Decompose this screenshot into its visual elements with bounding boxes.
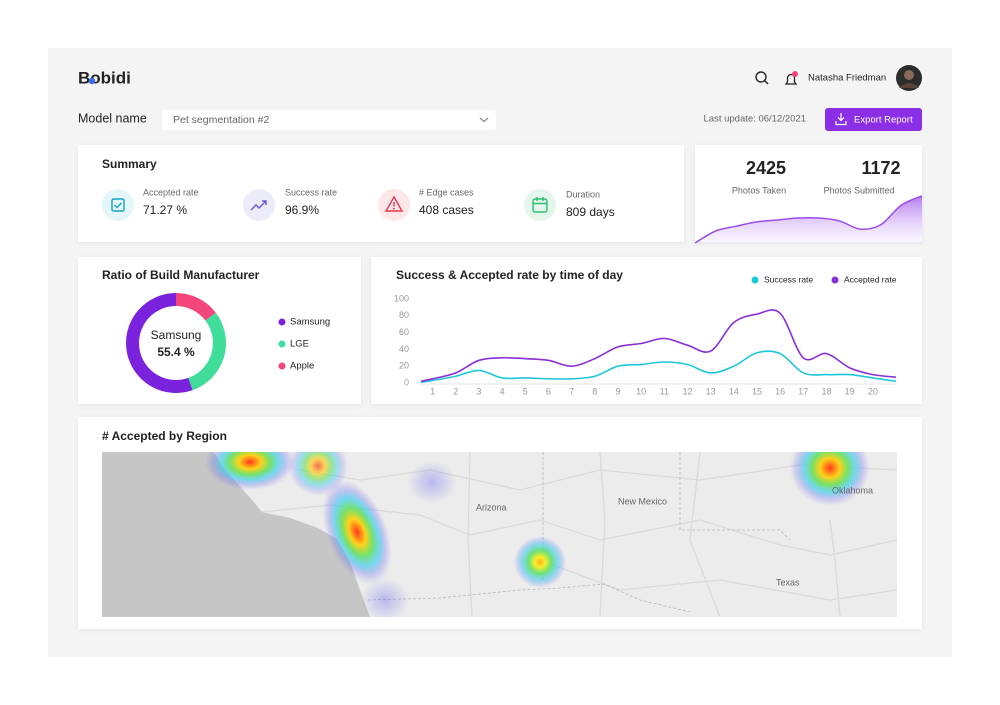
summary-label: # Edge cases bbox=[419, 187, 474, 197]
notification-icon[interactable] bbox=[784, 71, 798, 85]
summary-label: Accepted rate bbox=[143, 187, 199, 197]
duration-icon bbox=[524, 189, 556, 221]
export-button[interactable]: Export Report bbox=[825, 108, 922, 131]
summary-label: Duration bbox=[566, 189, 600, 199]
logo: Bobidi bbox=[78, 68, 131, 87]
x-tick-label: 5 bbox=[523, 386, 528, 396]
legend-label: Accepted rate bbox=[844, 274, 897, 284]
summary-card bbox=[78, 145, 684, 242]
heat-spot bbox=[322, 479, 392, 585]
x-tick-label: 13 bbox=[706, 386, 716, 396]
series-line bbox=[420, 350, 897, 383]
legend-swatch bbox=[831, 276, 839, 284]
heat-spot bbox=[205, 452, 295, 490]
x-tick-label: 7 bbox=[569, 386, 574, 396]
stat-value: 1172 bbox=[861, 158, 900, 178]
y-tick-label: 100 bbox=[394, 293, 409, 303]
model-value: Pet segmentation #2 bbox=[173, 114, 269, 126]
heat-spot bbox=[514, 536, 566, 588]
x-tick-label: 16 bbox=[775, 386, 785, 396]
legend-swatch bbox=[278, 340, 286, 348]
chart-title: Ratio of Build Manufacturer bbox=[102, 268, 260, 282]
summary-value: 96.9% bbox=[285, 203, 319, 217]
summary-value: 809 days bbox=[566, 205, 615, 219]
donut-segment bbox=[188, 312, 226, 391]
success-icon bbox=[243, 189, 275, 221]
x-tick-label: 6 bbox=[546, 386, 551, 396]
map-borders bbox=[367, 452, 791, 613]
model-dropdown[interactable]: Pet segmentation #2 bbox=[162, 110, 496, 130]
logo-dot bbox=[88, 77, 96, 85]
legend-swatch bbox=[278, 318, 286, 326]
legend-swatch bbox=[751, 276, 759, 284]
x-tick-label: 15 bbox=[752, 386, 762, 396]
stat-value: 2425 bbox=[746, 158, 786, 178]
stat-label: Photos Taken bbox=[732, 185, 786, 195]
map-ocean bbox=[102, 452, 370, 617]
trend-area bbox=[695, 195, 922, 243]
summary-title: Summary bbox=[102, 157, 157, 171]
legend-label: Apple bbox=[290, 361, 314, 372]
x-tick-label: 1 bbox=[430, 386, 435, 396]
model-label: Model name bbox=[78, 111, 147, 125]
x-tick-label: 8 bbox=[592, 386, 597, 396]
donut-segment bbox=[175, 293, 216, 321]
map-label: Oklahoma bbox=[832, 485, 873, 495]
x-tick-label: 3 bbox=[476, 386, 481, 396]
series-line bbox=[420, 309, 897, 383]
x-tick-label: 11 bbox=[660, 386, 669, 396]
legend-label: Success rate bbox=[764, 274, 813, 284]
chart-title: Success & Accepted rate by time of day bbox=[396, 268, 623, 282]
donut-chart: Samsung LGE Apple Samsung 55.4 % bbox=[126, 293, 330, 393]
summary-value: 408 cases bbox=[419, 203, 474, 217]
x-tick-label: 20 bbox=[868, 386, 878, 396]
map-label: Arizona bbox=[476, 502, 507, 512]
donut-center-label: Samsung bbox=[151, 328, 202, 342]
stat-label: Photos Submitted bbox=[823, 185, 894, 195]
x-tick-label: 19 bbox=[845, 386, 855, 396]
legend-label: LGE bbox=[290, 339, 309, 350]
rate-card bbox=[371, 257, 922, 404]
accepted-icon bbox=[102, 189, 134, 221]
x-tick-label: 2 bbox=[453, 386, 458, 396]
donut-segment bbox=[126, 293, 193, 393]
y-tick-label: 60 bbox=[399, 327, 409, 337]
avatar[interactable] bbox=[896, 65, 922, 91]
export-label: Export Report bbox=[854, 115, 913, 126]
map-title: # Accepted by Region bbox=[102, 429, 227, 443]
y-tick-label: 80 bbox=[399, 310, 409, 320]
legend-swatch bbox=[278, 362, 286, 370]
heat-spot bbox=[407, 460, 457, 504]
donut-center-value: 55.4 % bbox=[157, 345, 195, 359]
x-tick-label: 10 bbox=[636, 386, 646, 396]
x-tick-label: 4 bbox=[500, 386, 505, 396]
heat-spot bbox=[790, 452, 870, 506]
x-tick-label: 14 bbox=[729, 386, 739, 396]
x-tick-label: 12 bbox=[682, 386, 692, 396]
heat-spot bbox=[360, 578, 410, 617]
x-tick-label: 9 bbox=[615, 386, 620, 396]
legend-label: Samsung bbox=[290, 317, 330, 328]
summary-value: 71.27 % bbox=[143, 203, 187, 217]
search-icon[interactable] bbox=[755, 71, 769, 85]
trend-line bbox=[694, 195, 923, 244]
trend-chart bbox=[694, 195, 923, 244]
edge-icon bbox=[378, 189, 410, 221]
map: Arizona New Mexico Texas Oklahoma bbox=[102, 452, 897, 617]
x-tick-label: 18 bbox=[821, 386, 831, 396]
map-label: Texas bbox=[776, 577, 800, 587]
y-tick-label: 40 bbox=[399, 344, 409, 354]
y-tick-label: 20 bbox=[399, 361, 409, 371]
user-name: Natasha Friedman bbox=[808, 73, 886, 84]
last-update: Last update: 06/12/2021 bbox=[704, 114, 806, 125]
x-tick-label: 17 bbox=[798, 386, 808, 396]
summary-label: Success rate bbox=[285, 187, 337, 197]
map-label: New Mexico bbox=[618, 496, 667, 506]
y-tick-label: 0 bbox=[404, 377, 409, 387]
